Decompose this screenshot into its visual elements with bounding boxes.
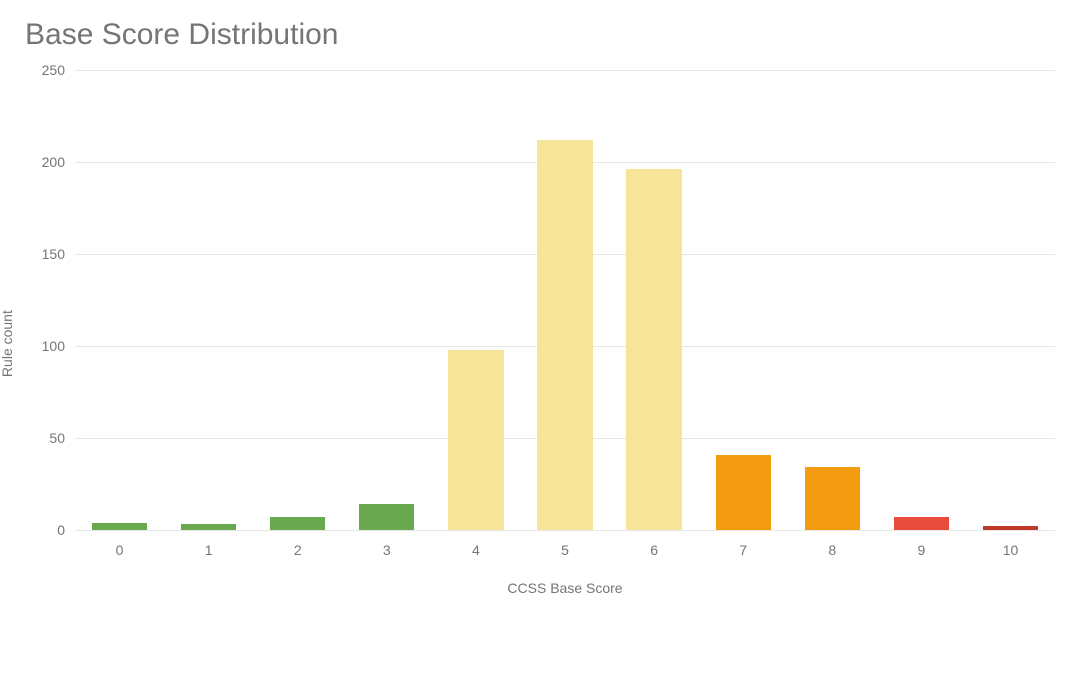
x-tick: 3 — [342, 542, 431, 558]
x-axis: 012345678910 — [75, 542, 1055, 558]
bar — [983, 526, 1038, 530]
x-tick: 1 — [164, 542, 253, 558]
bar — [894, 517, 949, 530]
bar — [359, 504, 414, 530]
bar-wrapper — [610, 70, 699, 530]
x-tick: 5 — [520, 542, 609, 558]
bar — [716, 455, 771, 530]
x-tick: 0 — [75, 542, 164, 558]
bar-wrapper — [520, 70, 609, 530]
bar-wrapper — [877, 70, 966, 530]
x-tick: 9 — [877, 542, 966, 558]
y-tick: 200 — [42, 155, 65, 169]
bars-group — [75, 70, 1055, 530]
bar — [537, 140, 592, 530]
chart-container: Rule count 250200150100500 012345678910 … — [25, 70, 1055, 630]
bar-wrapper — [699, 70, 788, 530]
x-tick: 8 — [788, 542, 877, 558]
bar — [92, 523, 147, 530]
bar-wrapper — [966, 70, 1055, 530]
plot-area: 012345678910 CCSS Base Score — [75, 70, 1055, 530]
x-tick: 6 — [610, 542, 699, 558]
bar-wrapper — [253, 70, 342, 530]
gridline — [75, 530, 1055, 531]
bar — [805, 467, 860, 530]
bar — [181, 524, 236, 530]
bar-wrapper — [164, 70, 253, 530]
y-tick: 0 — [57, 523, 65, 537]
x-tick: 4 — [431, 542, 520, 558]
y-tick: 250 — [42, 63, 65, 77]
bar — [448, 350, 503, 530]
y-axis: 250200150100500 — [25, 70, 65, 530]
bar — [270, 517, 325, 530]
x-axis-label: CCSS Base Score — [507, 580, 622, 596]
y-tick: 150 — [42, 247, 65, 261]
y-axis-label: Rule count — [0, 310, 15, 377]
y-tick: 50 — [49, 431, 65, 445]
y-tick: 100 — [42, 339, 65, 353]
x-tick: 10 — [966, 542, 1055, 558]
bar-wrapper — [342, 70, 431, 530]
x-tick: 7 — [699, 542, 788, 558]
bar — [626, 169, 681, 530]
chart-title: Base Score Distribution — [25, 18, 1062, 52]
bar-wrapper — [75, 70, 164, 530]
bar-wrapper — [431, 70, 520, 530]
x-tick: 2 — [253, 542, 342, 558]
bar-wrapper — [788, 70, 877, 530]
